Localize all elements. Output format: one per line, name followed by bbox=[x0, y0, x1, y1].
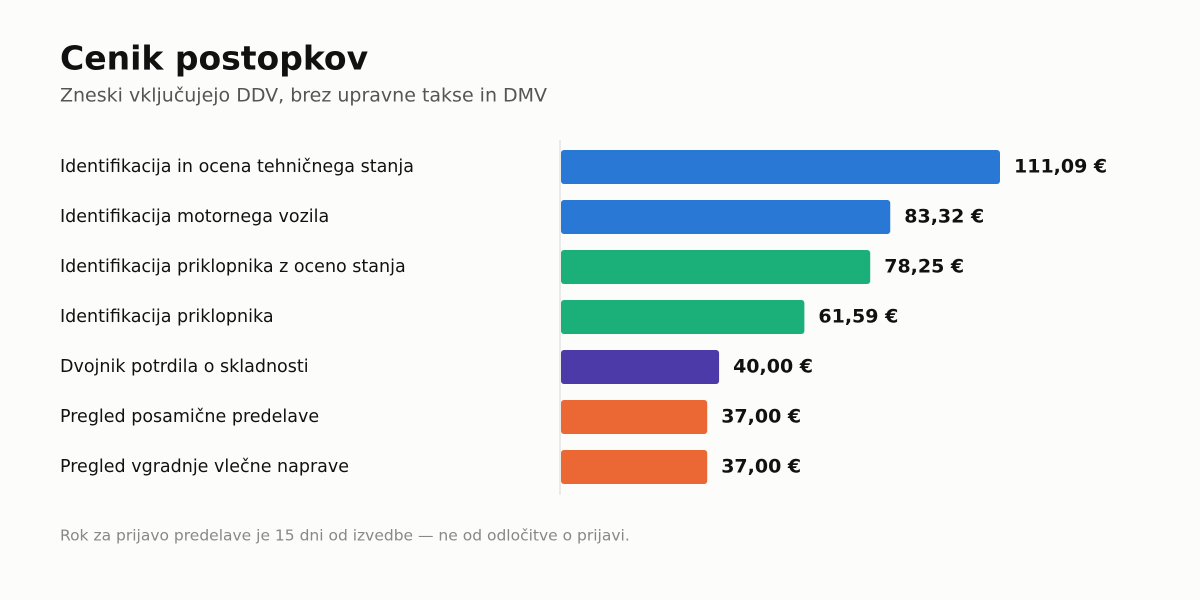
value-label: 37,00 € bbox=[721, 456, 801, 478]
chart-subtitle: Zneski vključujejo DDV, brez upravne tak… bbox=[60, 85, 547, 107]
bar bbox=[561, 350, 720, 384]
value-label: 40,00 € bbox=[733, 356, 813, 378]
footnote: Rok za prijavo predelave je 15 dni od iz… bbox=[60, 527, 630, 545]
category-label: Identifikacija in ocena tehničnega stanj… bbox=[60, 157, 414, 177]
bar bbox=[561, 400, 708, 434]
category-label: Identifikacija priklopnika bbox=[60, 307, 274, 327]
value-label: 111,09 € bbox=[1014, 156, 1107, 178]
chart-title: Cenik postopkov bbox=[60, 39, 369, 78]
bar bbox=[561, 200, 891, 234]
category-label: Identifikacija priklopnika z oceno stanj… bbox=[60, 257, 406, 277]
category-label: Identifikacija motornega vozila bbox=[60, 207, 329, 227]
value-label: 61,59 € bbox=[818, 306, 898, 328]
value-label: 83,32 € bbox=[904, 206, 984, 228]
category-label: Pregled vgradnje vlečne naprave bbox=[60, 457, 349, 477]
value-label: 78,25 € bbox=[884, 256, 964, 278]
bar bbox=[561, 450, 708, 484]
bar bbox=[561, 250, 871, 284]
bar bbox=[561, 150, 1000, 184]
bar bbox=[561, 300, 805, 334]
value-label: 37,00 € bbox=[721, 406, 801, 428]
category-label: Dvojnik potrdila o skladnosti bbox=[60, 357, 309, 377]
category-label: Pregled posamične predelave bbox=[60, 407, 319, 427]
